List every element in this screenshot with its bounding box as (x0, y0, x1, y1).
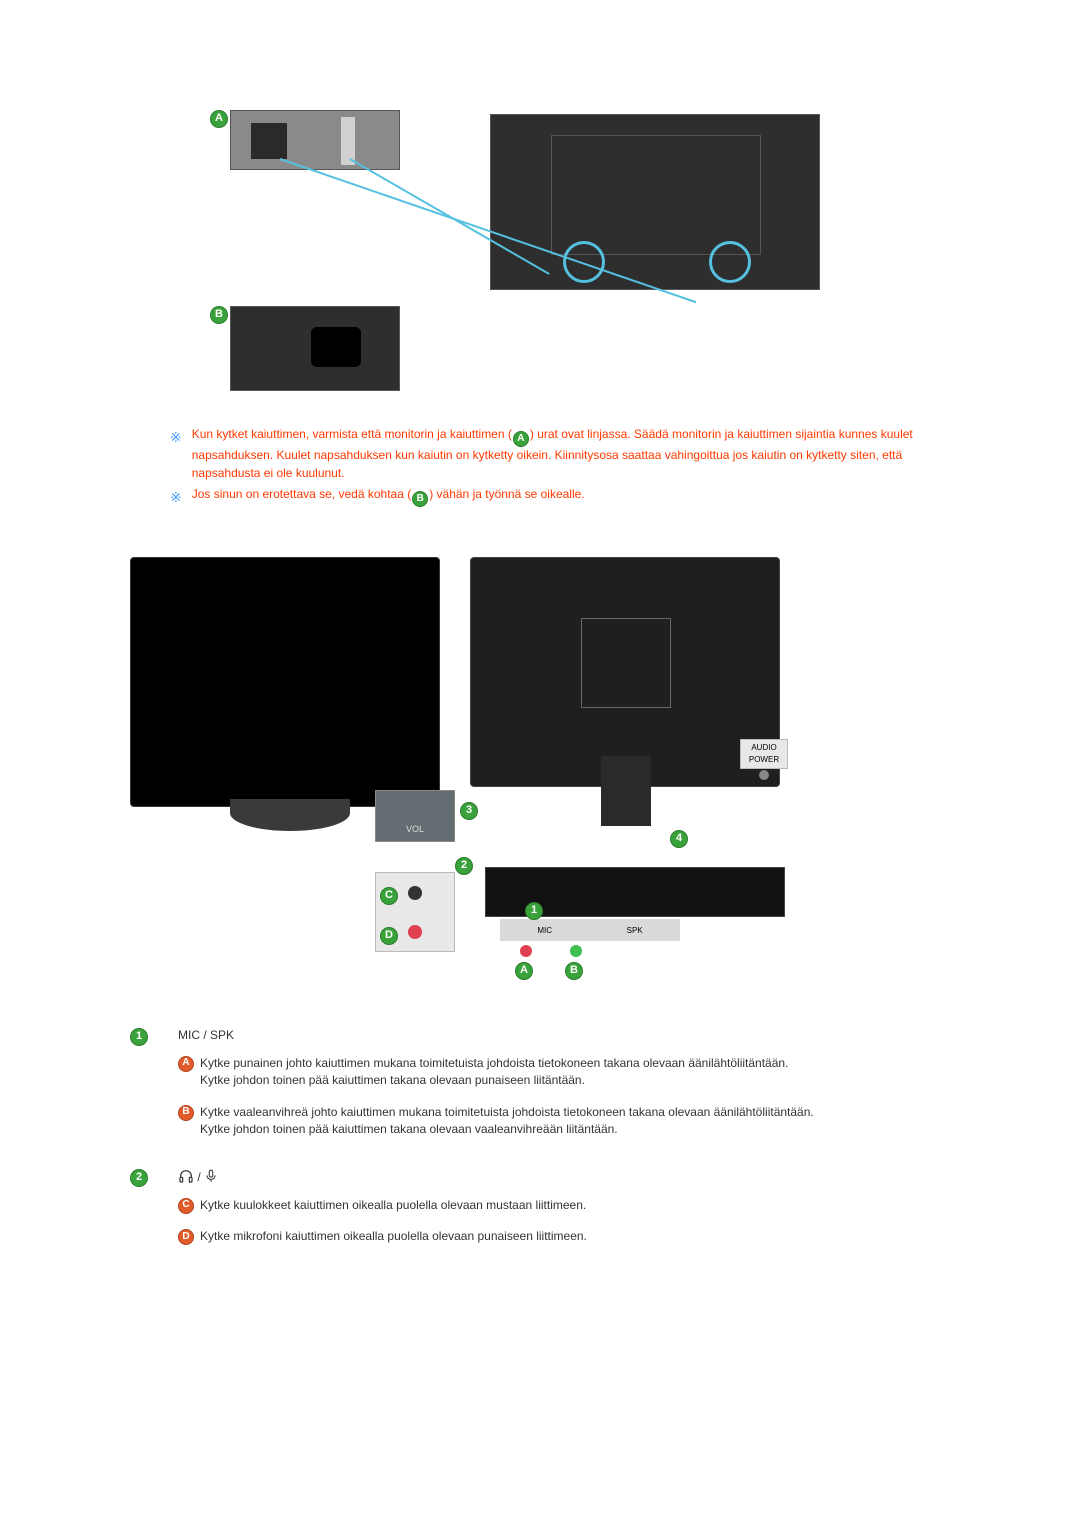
legend-num-1: 1 (130, 1028, 148, 1046)
audio-power-label: AUDIO POWER (740, 739, 788, 769)
legend-sub-badge-a: A (178, 1056, 194, 1072)
figure-speaker-mount-bottom: B (210, 306, 840, 396)
note-bullet-icon: ※ (170, 487, 182, 507)
figure-badge-3: 3 (460, 802, 478, 820)
port-mic-jack (520, 945, 532, 957)
legend-sub-badge-d: D (178, 1229, 194, 1245)
legend-sub-badge-b: B (178, 1105, 194, 1121)
note-1-text: Kun kytket kaiuttimen, varmista että mon… (192, 426, 960, 482)
legend-sub-d-text: Kytke mikrofoni kaiuttimen oikealla puol… (200, 1228, 960, 1245)
note-2-text: Jos sinun on erotettava se, vedä kohtaa … (192, 486, 585, 507)
photo-volume-panel: VOL (375, 790, 455, 842)
connection-legend: 1 MIC / SPK A Kytke punainen johto kaiut… (130, 1027, 960, 1259)
figure-badge-4: 4 (670, 830, 688, 848)
note-bullet-icon: ※ (170, 427, 182, 447)
legend-sub-a-text: Kytke punainen johto kaiuttimen mukana t… (200, 1055, 960, 1090)
badge-b: B (210, 306, 228, 324)
legend-1-title: MIC / SPK (178, 1027, 960, 1044)
figure-speaker-mount-top: A (210, 110, 840, 290)
headphones-icon (178, 1168, 194, 1184)
port-spk-jack (570, 945, 582, 957)
photo-monitor-stand (230, 799, 350, 831)
warning-notes: ※ Kun kytket kaiuttimen, varmista että m… (170, 426, 960, 507)
photo-monitor-back (490, 114, 820, 290)
figure-connections: VOL AUDIO POWER MIC SPK 3 4 2 1 C D A B (120, 547, 960, 987)
photo-port-strip: MIC SPK (500, 919, 680, 941)
figure-badge-b: B (565, 962, 583, 980)
microphone-icon (204, 1168, 218, 1184)
photo-monitor-back-2 (470, 557, 780, 787)
badge-a: A (210, 110, 228, 128)
photo-top-detail (230, 110, 400, 170)
legend-sub-badge-c: C (178, 1198, 194, 1214)
headphone-jack (408, 886, 422, 900)
photo-monitor-front (130, 557, 440, 807)
figure-badge-2: 2 (455, 857, 473, 875)
inline-badge-a: A (513, 431, 529, 447)
legend-2-title: / (178, 1168, 960, 1186)
photo-clip-detail (230, 306, 400, 391)
legend-item-2: 2 / C Kytke kuulokkeet kaiuttimen oikeal… (130, 1168, 960, 1259)
legend-sub-b-text: Kytke vaaleanvihreä johto kaiuttimen muk… (200, 1104, 960, 1139)
figure-badge-a: A (515, 962, 533, 980)
mic-jack (408, 925, 422, 939)
legend-num-2: 2 (130, 1169, 148, 1187)
inline-badge-b: B (412, 491, 428, 507)
legend-sub-c-text: Kytke kuulokkeet kaiuttimen oikealla puo… (200, 1197, 960, 1214)
figure-badge-1: 1 (525, 902, 543, 920)
legend-item-1: 1 MIC / SPK A Kytke punainen johto kaiut… (130, 1027, 960, 1152)
